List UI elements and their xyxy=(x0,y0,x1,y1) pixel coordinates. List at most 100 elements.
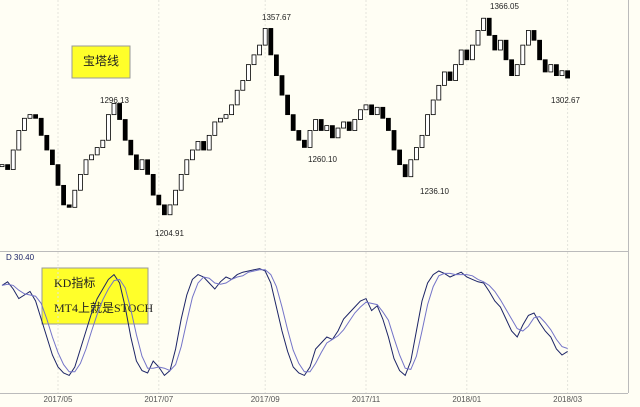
x-tick-label: 2018/03 xyxy=(553,395,582,404)
tower-brick xyxy=(290,114,296,131)
tower-brick xyxy=(324,125,330,131)
tower-brick xyxy=(453,64,459,81)
tower-brick xyxy=(464,49,470,61)
tower-brick xyxy=(61,184,66,206)
tower-brick xyxy=(189,149,195,161)
tower-brick xyxy=(44,134,50,151)
tower-brick xyxy=(385,117,391,131)
tower-brick xyxy=(167,204,173,216)
tower-brick xyxy=(285,94,291,116)
callout: KD指标 xyxy=(54,275,95,290)
tower-brick xyxy=(475,30,481,46)
tower-brick xyxy=(55,164,61,186)
price-annotation: 1260.10 xyxy=(308,155,337,164)
tower-brick xyxy=(122,119,128,141)
x-tick-label: 2017/07 xyxy=(144,395,173,404)
tower-brick xyxy=(380,106,386,119)
tower-brick xyxy=(329,125,335,139)
tower-brick xyxy=(161,204,167,216)
callout: MT4上就是STOCH xyxy=(54,301,153,315)
tower-brick xyxy=(212,121,218,136)
price-annotation: 1296.13 xyxy=(100,96,129,105)
tower-brick xyxy=(89,154,94,161)
price-annotation: 1302.67 xyxy=(551,96,580,105)
tower-brick xyxy=(251,54,257,66)
x-tick-label: 2017/11 xyxy=(352,395,381,404)
tower-brick xyxy=(447,71,453,81)
tower-brick xyxy=(201,141,207,151)
price-annotation: 1357.67 xyxy=(262,13,291,22)
tower-brick xyxy=(72,189,78,208)
tower-brick xyxy=(548,64,554,73)
tower-brick xyxy=(363,104,369,111)
tower-brick xyxy=(313,119,319,131)
tower-brick xyxy=(307,130,313,148)
tower-brick xyxy=(94,147,100,156)
indicator-header: D 30.40 xyxy=(6,253,35,262)
tower-brick xyxy=(441,71,447,86)
tower-brick xyxy=(430,99,436,116)
tower-brick xyxy=(5,164,10,170)
tower-brick xyxy=(240,80,246,91)
tower-brick xyxy=(458,49,464,66)
tower-brick xyxy=(554,64,559,77)
tower-brick xyxy=(133,154,139,170)
tower-brick xyxy=(335,127,341,139)
tower-brick xyxy=(145,159,151,175)
tower-brick xyxy=(21,117,27,131)
tower-brick xyxy=(217,117,223,123)
tower-brick xyxy=(195,141,201,151)
tower-brick xyxy=(173,189,179,206)
tower-brick xyxy=(408,159,414,178)
callout: 宝塔线 xyxy=(83,54,119,68)
tower-brick xyxy=(184,159,190,175)
tower-brick xyxy=(301,139,307,148)
tower-brick xyxy=(0,164,5,168)
tower-brick xyxy=(514,64,520,77)
tower-brick xyxy=(520,44,526,66)
tower-brick xyxy=(497,39,503,51)
tower-brick xyxy=(117,103,122,120)
callout-box xyxy=(41,267,149,325)
indicator-line xyxy=(1,268,568,377)
tower-brick xyxy=(78,173,83,191)
price-annotation: 1366.05 xyxy=(490,2,519,11)
tower-brick xyxy=(279,75,285,96)
x-tick-label: 2017/05 xyxy=(44,395,73,404)
tower-brick xyxy=(357,109,363,120)
tower-brick xyxy=(83,159,89,175)
tower-brick xyxy=(100,139,106,148)
tower-brick xyxy=(296,130,302,141)
tower-brick xyxy=(531,30,537,41)
tower-brick xyxy=(425,114,431,136)
tower-brick xyxy=(27,114,33,119)
tower-brick xyxy=(481,17,487,31)
tower-brick xyxy=(273,54,279,77)
tower-brick xyxy=(178,173,184,191)
tower-brick xyxy=(352,119,358,131)
tower-brick xyxy=(156,194,162,206)
price-annotation: 1236.10 xyxy=(420,187,449,196)
tower-brick xyxy=(150,173,156,196)
tower-brick xyxy=(50,149,55,166)
tower-brick xyxy=(374,106,380,116)
tower-brick xyxy=(234,89,240,106)
tower-brick xyxy=(413,147,419,161)
tower-brick xyxy=(397,149,403,166)
tower-brick xyxy=(229,104,235,116)
tower-brick xyxy=(469,44,475,61)
indicator-line xyxy=(1,269,568,373)
tower-brick xyxy=(223,114,229,119)
tower-brick xyxy=(542,59,548,73)
tower-brick xyxy=(341,121,347,129)
tower-brick xyxy=(503,39,509,61)
tower-brick xyxy=(492,34,498,51)
tower-brick xyxy=(391,130,397,151)
x-tick-label: 2018/01 xyxy=(452,395,481,404)
tower-brick xyxy=(38,117,44,136)
tower-brick xyxy=(402,164,408,178)
tower-brick xyxy=(419,134,425,148)
tower-brick xyxy=(346,121,352,131)
